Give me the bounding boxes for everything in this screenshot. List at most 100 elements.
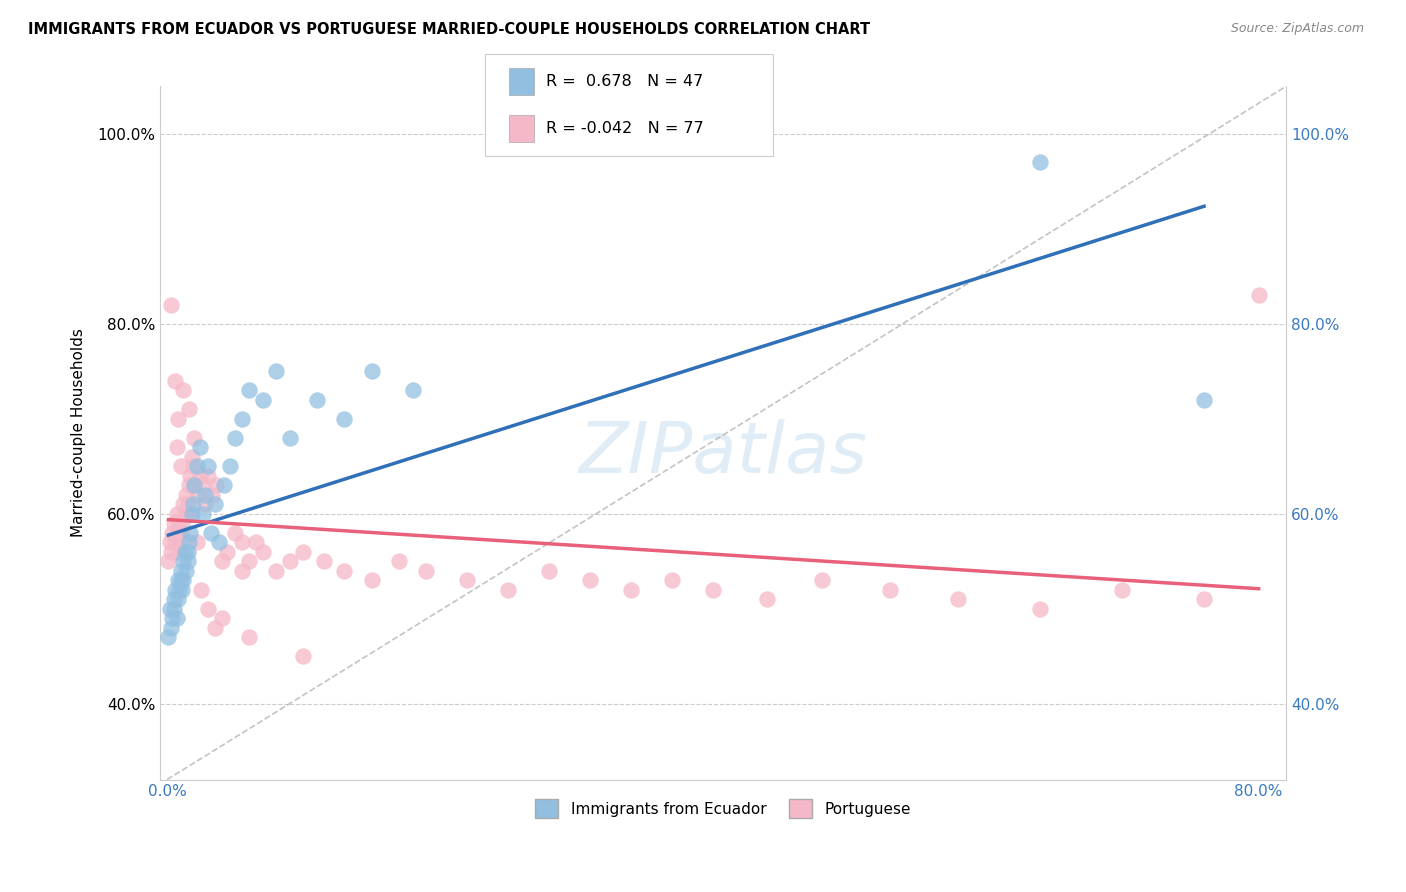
Point xyxy=(218,459,240,474)
Point xyxy=(172,497,194,511)
Point xyxy=(160,621,183,635)
Point xyxy=(177,535,200,549)
Point xyxy=(160,298,183,312)
Point xyxy=(211,611,233,625)
Point xyxy=(159,535,181,549)
Point xyxy=(200,525,222,540)
Point xyxy=(188,440,211,454)
Text: R =  0.678   N = 47: R = 0.678 N = 47 xyxy=(546,74,703,89)
Point xyxy=(238,630,260,644)
Point xyxy=(170,525,193,540)
Point xyxy=(456,573,478,587)
Point xyxy=(388,554,411,568)
Point xyxy=(264,564,287,578)
Point xyxy=(177,478,200,492)
Point xyxy=(333,411,356,425)
Point xyxy=(538,564,561,578)
Text: IMMIGRANTS FROM ECUADOR VS PORTUGUESE MARRIED-COUPLE HOUSEHOLDS CORRELATION CHAR: IMMIGRANTS FROM ECUADOR VS PORTUGUESE MA… xyxy=(28,22,870,37)
Point xyxy=(194,488,217,502)
Point xyxy=(169,544,191,558)
Point xyxy=(811,573,834,587)
Point xyxy=(224,431,246,445)
Point xyxy=(186,488,208,502)
Point xyxy=(204,621,226,635)
Point xyxy=(204,497,226,511)
Point xyxy=(174,564,197,578)
Point xyxy=(191,478,214,492)
Point xyxy=(181,497,204,511)
Point xyxy=(159,601,181,615)
Point xyxy=(162,611,184,625)
Point xyxy=(312,554,335,568)
Point xyxy=(231,411,253,425)
Point xyxy=(183,478,205,492)
Point xyxy=(180,450,202,464)
Point xyxy=(214,478,236,492)
Point xyxy=(197,459,219,474)
Point xyxy=(756,592,779,607)
Point xyxy=(176,497,198,511)
Point xyxy=(160,544,183,558)
Point xyxy=(163,592,186,607)
Text: Source: ZipAtlas.com: Source: ZipAtlas.com xyxy=(1230,22,1364,36)
Point xyxy=(278,554,301,568)
Point xyxy=(292,544,315,558)
Point xyxy=(224,525,246,540)
Point xyxy=(194,497,217,511)
Point xyxy=(167,411,190,425)
Point xyxy=(188,468,211,483)
Point xyxy=(201,488,224,502)
Point xyxy=(172,573,194,587)
Point xyxy=(661,573,683,587)
Point xyxy=(174,488,197,502)
Point xyxy=(176,507,198,521)
Point xyxy=(166,525,188,540)
Point xyxy=(172,554,194,568)
Point xyxy=(183,431,205,445)
Point xyxy=(180,507,202,521)
Point xyxy=(186,535,208,549)
Point xyxy=(173,507,195,521)
Point xyxy=(176,544,198,558)
Point xyxy=(167,516,190,531)
Point xyxy=(278,431,301,445)
Point xyxy=(620,582,643,597)
Point xyxy=(252,392,274,407)
Point xyxy=(177,402,200,417)
Point xyxy=(360,364,382,378)
Point xyxy=(245,535,267,549)
Point xyxy=(167,592,190,607)
Point xyxy=(170,516,193,531)
Point xyxy=(162,525,184,540)
Point xyxy=(217,544,239,558)
Legend: Immigrants from Ecuador, Portuguese: Immigrants from Ecuador, Portuguese xyxy=(529,793,917,824)
Point xyxy=(172,383,194,397)
Y-axis label: Married-couple Households: Married-couple Households xyxy=(72,328,86,537)
Point xyxy=(170,573,193,587)
Point xyxy=(170,535,193,549)
Point xyxy=(173,544,195,558)
Point xyxy=(264,364,287,378)
Point xyxy=(1247,288,1270,302)
Point xyxy=(190,582,212,597)
Point xyxy=(169,582,191,597)
Point xyxy=(165,374,187,388)
Point xyxy=(163,516,186,531)
Point xyxy=(307,392,329,407)
Text: ZIPatlas: ZIPatlas xyxy=(579,419,868,488)
Point xyxy=(1111,582,1133,597)
Point xyxy=(208,535,231,549)
Point xyxy=(166,611,188,625)
Point xyxy=(167,573,190,587)
Point xyxy=(179,525,201,540)
Point xyxy=(702,582,724,597)
Point xyxy=(166,507,188,521)
Point xyxy=(157,630,180,644)
Point xyxy=(166,440,188,454)
Point xyxy=(170,459,193,474)
Point xyxy=(496,582,519,597)
Point xyxy=(292,649,315,664)
Point xyxy=(157,554,180,568)
Point xyxy=(1029,601,1052,615)
Point xyxy=(176,554,198,568)
